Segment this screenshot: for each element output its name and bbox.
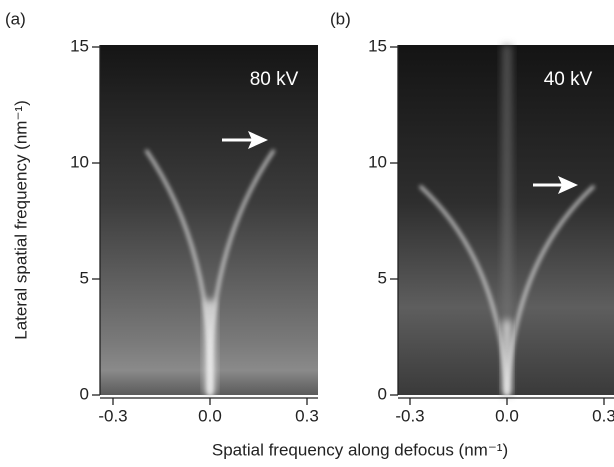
- y-tick-label: 5: [80, 268, 89, 287]
- y-tick-label: 10: [70, 152, 89, 171]
- annotation: 80 kV: [250, 69, 299, 90]
- x-tick-label: 0.0: [198, 406, 222, 425]
- x-tick-label: -0.3: [395, 406, 424, 425]
- image-a: [100, 45, 318, 396]
- y-tick-label: 10: [368, 152, 387, 171]
- y-tick-label: 0: [378, 384, 387, 403]
- annotation: 40 kV: [544, 69, 593, 90]
- y-tick-label: 0: [80, 384, 89, 403]
- x-tick-label: -0.3: [98, 406, 127, 425]
- image-b: [398, 45, 614, 396]
- y-axis-label: Lateral spatial frequency (nm⁻¹): [11, 100, 30, 340]
- x-tick-label: 0.3: [295, 406, 319, 425]
- y-tick-label: 5: [378, 268, 387, 287]
- panel-label: (b): [330, 9, 351, 28]
- arrow: [222, 131, 268, 149]
- x-tick-label: 0.3: [592, 406, 614, 425]
- panel-label: (a): [5, 9, 26, 28]
- y-tick-label: 15: [70, 36, 89, 55]
- x-axis-label: Spatial frequency along defocus (nm⁻¹): [212, 440, 508, 459]
- arrow: [533, 176, 578, 194]
- y-tick-label: 15: [368, 36, 387, 55]
- x-tick-label: 0.0: [495, 406, 519, 425]
